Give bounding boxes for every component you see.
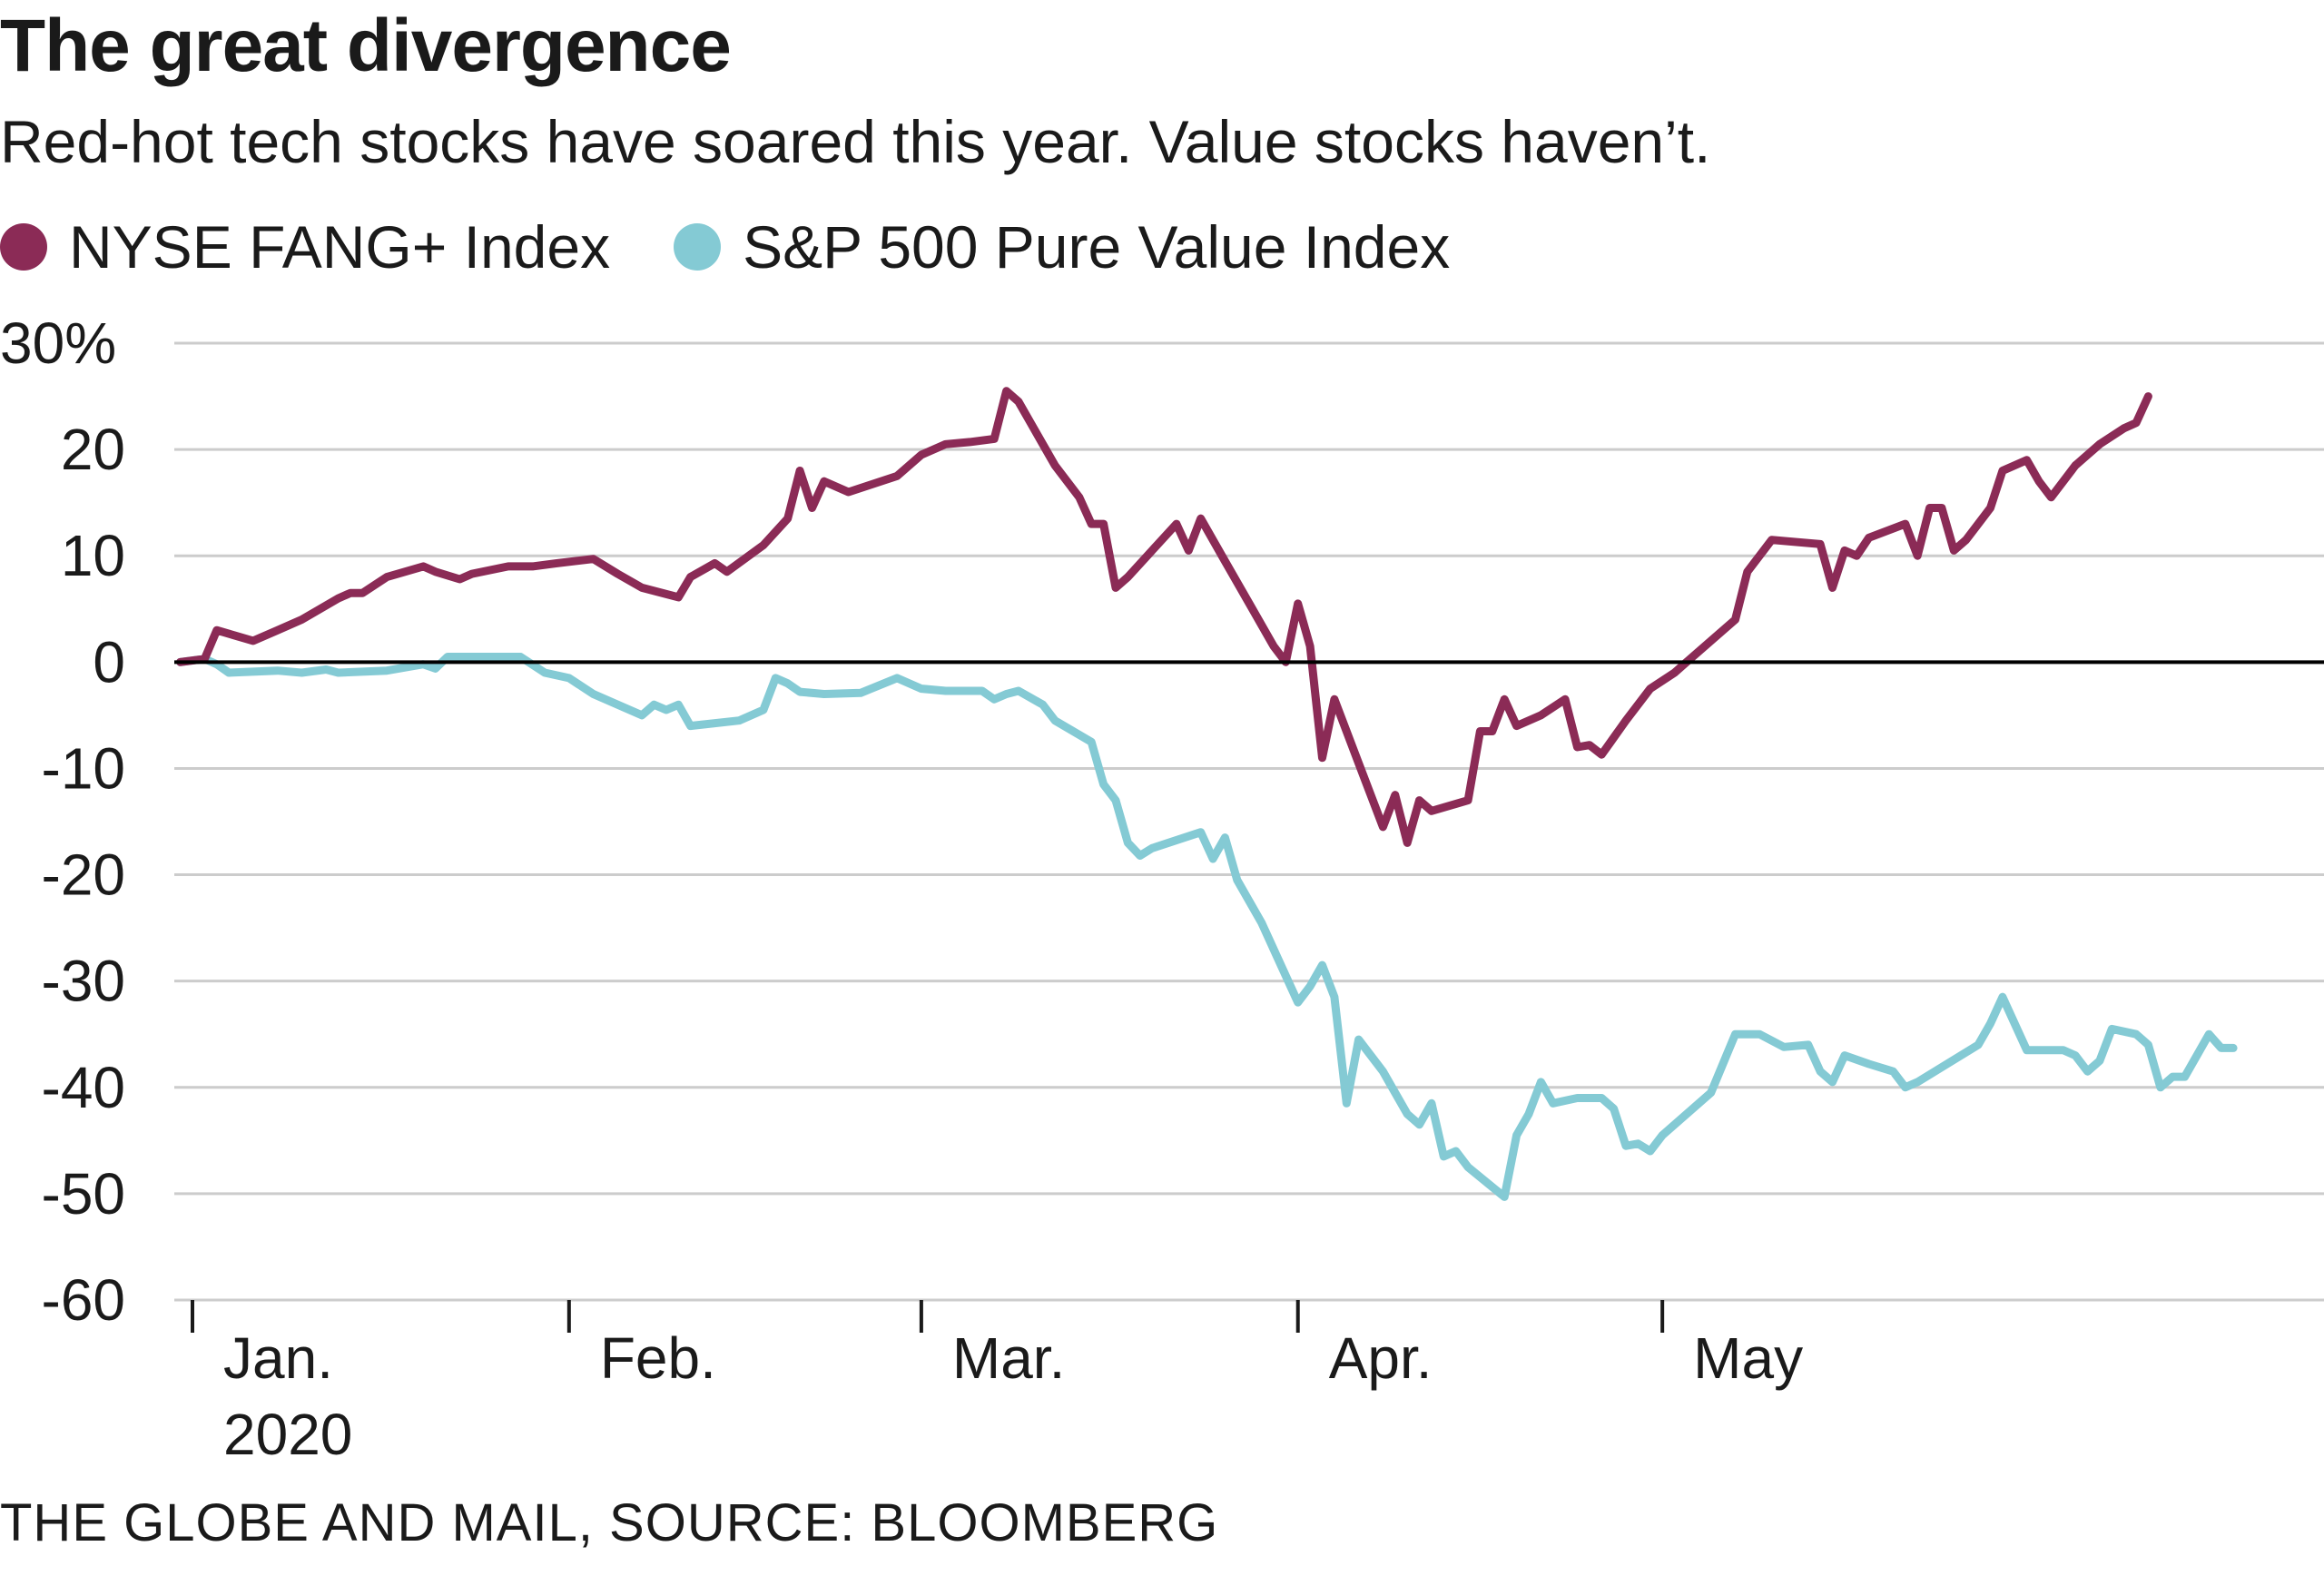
series-line-value: [176, 653, 2238, 1201]
series-line-fang: [176, 387, 2152, 847]
x-tick-label: Mar.: [952, 1325, 1065, 1391]
y-tick-label: -60: [42, 1267, 126, 1333]
legend: NYSE FANG+ Index S&P 500 Pure Value Inde…: [0, 211, 1513, 283]
chart-subtitle: Red-hot tech stocks have soared this yea…: [0, 108, 1711, 175]
y-tick-label: 30%: [0, 310, 116, 376]
x-tick-sublabel: 2020: [223, 1402, 352, 1467]
legend-swatch-fang: [0, 223, 47, 271]
legend-swatch-value: [674, 223, 722, 271]
x-tick-label: Jan.: [223, 1325, 333, 1391]
legend-item-fang: NYSE FANG+ Index: [0, 212, 610, 281]
y-tick-label: 0: [93, 629, 125, 694]
legend-label-fang: NYSE FANG+ Index: [69, 213, 611, 281]
source-note: THE GLOBE AND MAIL, SOURCE: BLOOMBERG: [0, 1493, 1219, 1552]
y-tick-label: -20: [42, 842, 126, 908]
legend-item-value: S&P 500 Pure Value Index: [674, 212, 1450, 281]
y-tick-label: 10: [61, 523, 125, 588]
y-tick-label: -40: [42, 1055, 126, 1120]
y-tick-label: 20: [61, 417, 125, 482]
legend-label-value: S&P 500 Pure Value Index: [743, 213, 1451, 281]
x-tick-label: Feb.: [600, 1325, 716, 1391]
x-tick-label: Apr.: [1329, 1325, 1433, 1391]
y-tick-label: -50: [42, 1161, 126, 1226]
y-tick-label: -10: [42, 735, 126, 801]
chart-title: The great divergence: [0, 5, 732, 87]
x-tick-label: May: [1693, 1325, 1803, 1391]
line-chart: 30% 20 10 0 -10 -20 -30 -40 -50 -60 Jan. 2020 Feb. Ma…: [0, 310, 2324, 1467]
y-tick-label: -30: [42, 949, 126, 1014]
